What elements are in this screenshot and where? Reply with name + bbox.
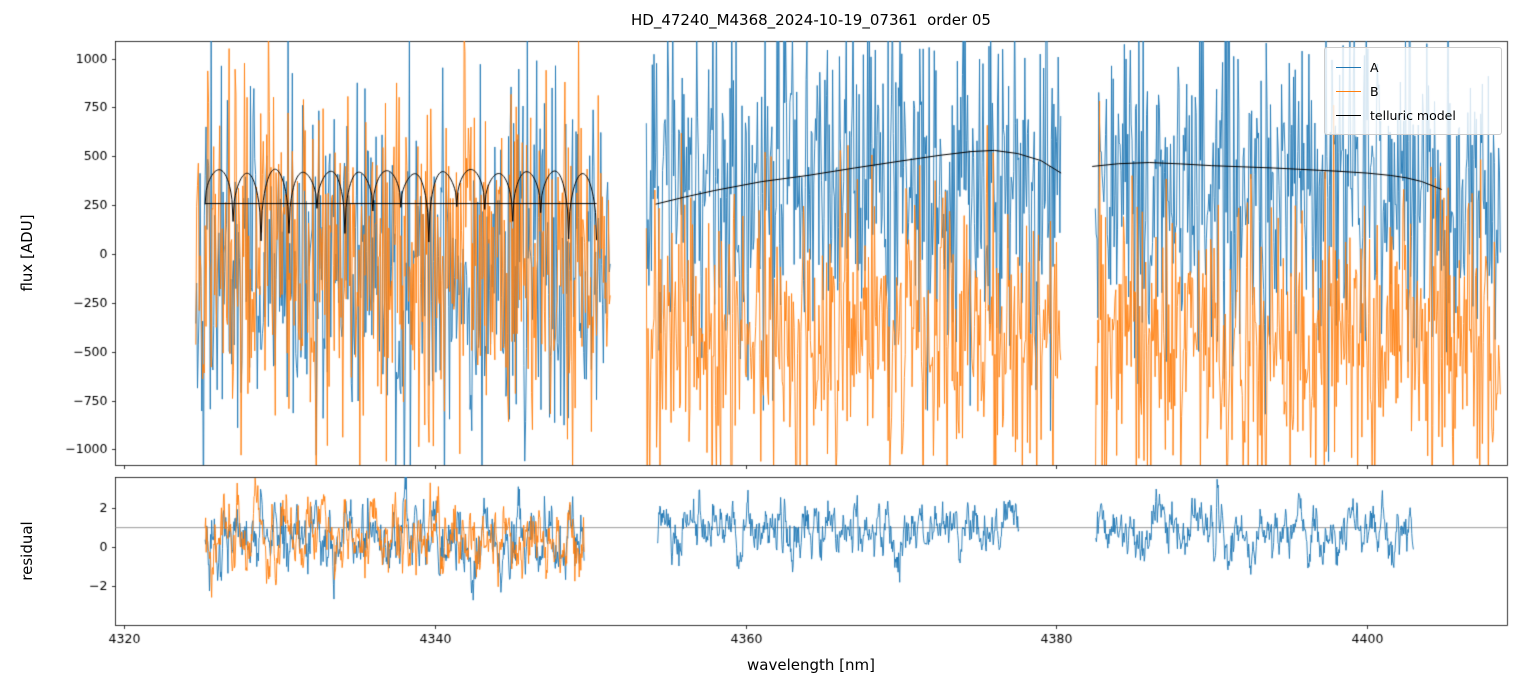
legend-entry-b: B <box>1336 79 1501 103</box>
residual-axis-label: residual <box>18 521 36 581</box>
legend-label-telluric: telluric model <box>1370 107 1456 123</box>
legend-line-b-icon <box>1336 90 1361 92</box>
legend-label-a: A <box>1370 59 1379 75</box>
legend: A B telluric model <box>1324 47 1502 135</box>
legend-line-telluric-icon <box>1336 114 1361 116</box>
legend-line-a-icon <box>1336 66 1361 68</box>
legend-label-b: B <box>1370 83 1379 99</box>
legend-entry-telluric: telluric model <box>1336 103 1501 127</box>
wavelength-axis-label: wavelength [nm] <box>747 656 875 674</box>
legend-entry-a: A <box>1336 55 1501 79</box>
plot-title: HD_47240_M4368_2024-10-19_07361 order 05 <box>631 11 991 29</box>
flux-axis-label: flux [ADU] <box>18 214 36 292</box>
